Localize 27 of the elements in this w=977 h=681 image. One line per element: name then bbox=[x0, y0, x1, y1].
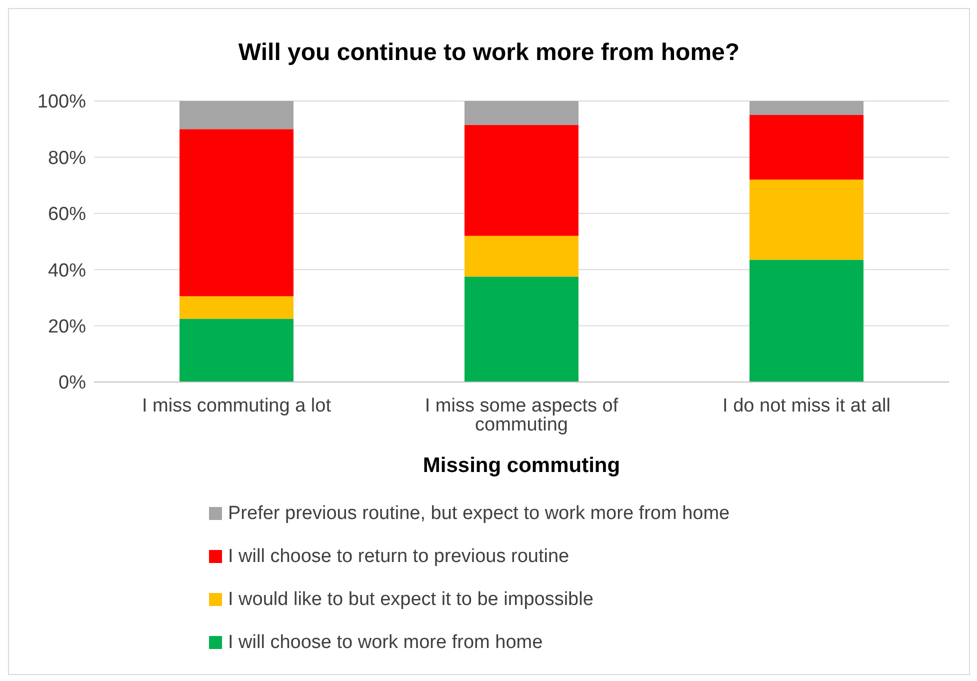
y-tick-label: 0% bbox=[58, 372, 86, 394]
y-tick-label: 100% bbox=[37, 92, 86, 113]
bar bbox=[750, 260, 864, 382]
bar bbox=[750, 115, 864, 180]
x-tick-label: I miss some aspects of commuting bbox=[424, 395, 619, 436]
legend-label: I will choose to work more from home bbox=[228, 632, 543, 654]
bar bbox=[180, 129, 294, 296]
legend-label: Prefer previous routine, but expect to work more from home bbox=[228, 502, 730, 524]
bar bbox=[180, 101, 294, 130]
legend-label: I will choose to return to previous routine bbox=[228, 546, 570, 568]
bar bbox=[180, 318, 294, 382]
bar bbox=[464, 124, 578, 236]
y-tick-label: 60% bbox=[48, 204, 86, 226]
bar bbox=[180, 296, 294, 319]
legend-label: I would like to but expect it to be impossible bbox=[228, 588, 594, 610]
bar bbox=[750, 180, 864, 260]
y-tick-label: 20% bbox=[48, 316, 86, 338]
bar bbox=[750, 101, 864, 116]
x-tick-label: I do not miss it at all bbox=[722, 395, 890, 416]
chart-title: Will you continue to work more from home? bbox=[237, 39, 741, 67]
x-axis-title: Missing commuting bbox=[422, 454, 620, 477]
bar bbox=[464, 276, 578, 382]
bar bbox=[464, 101, 578, 125]
y-tick-label: 80% bbox=[48, 148, 86, 169]
y-tick-label: 40% bbox=[48, 260, 86, 282]
x-tick-label: I miss commuting a lot bbox=[142, 395, 332, 416]
bar bbox=[464, 236, 578, 277]
